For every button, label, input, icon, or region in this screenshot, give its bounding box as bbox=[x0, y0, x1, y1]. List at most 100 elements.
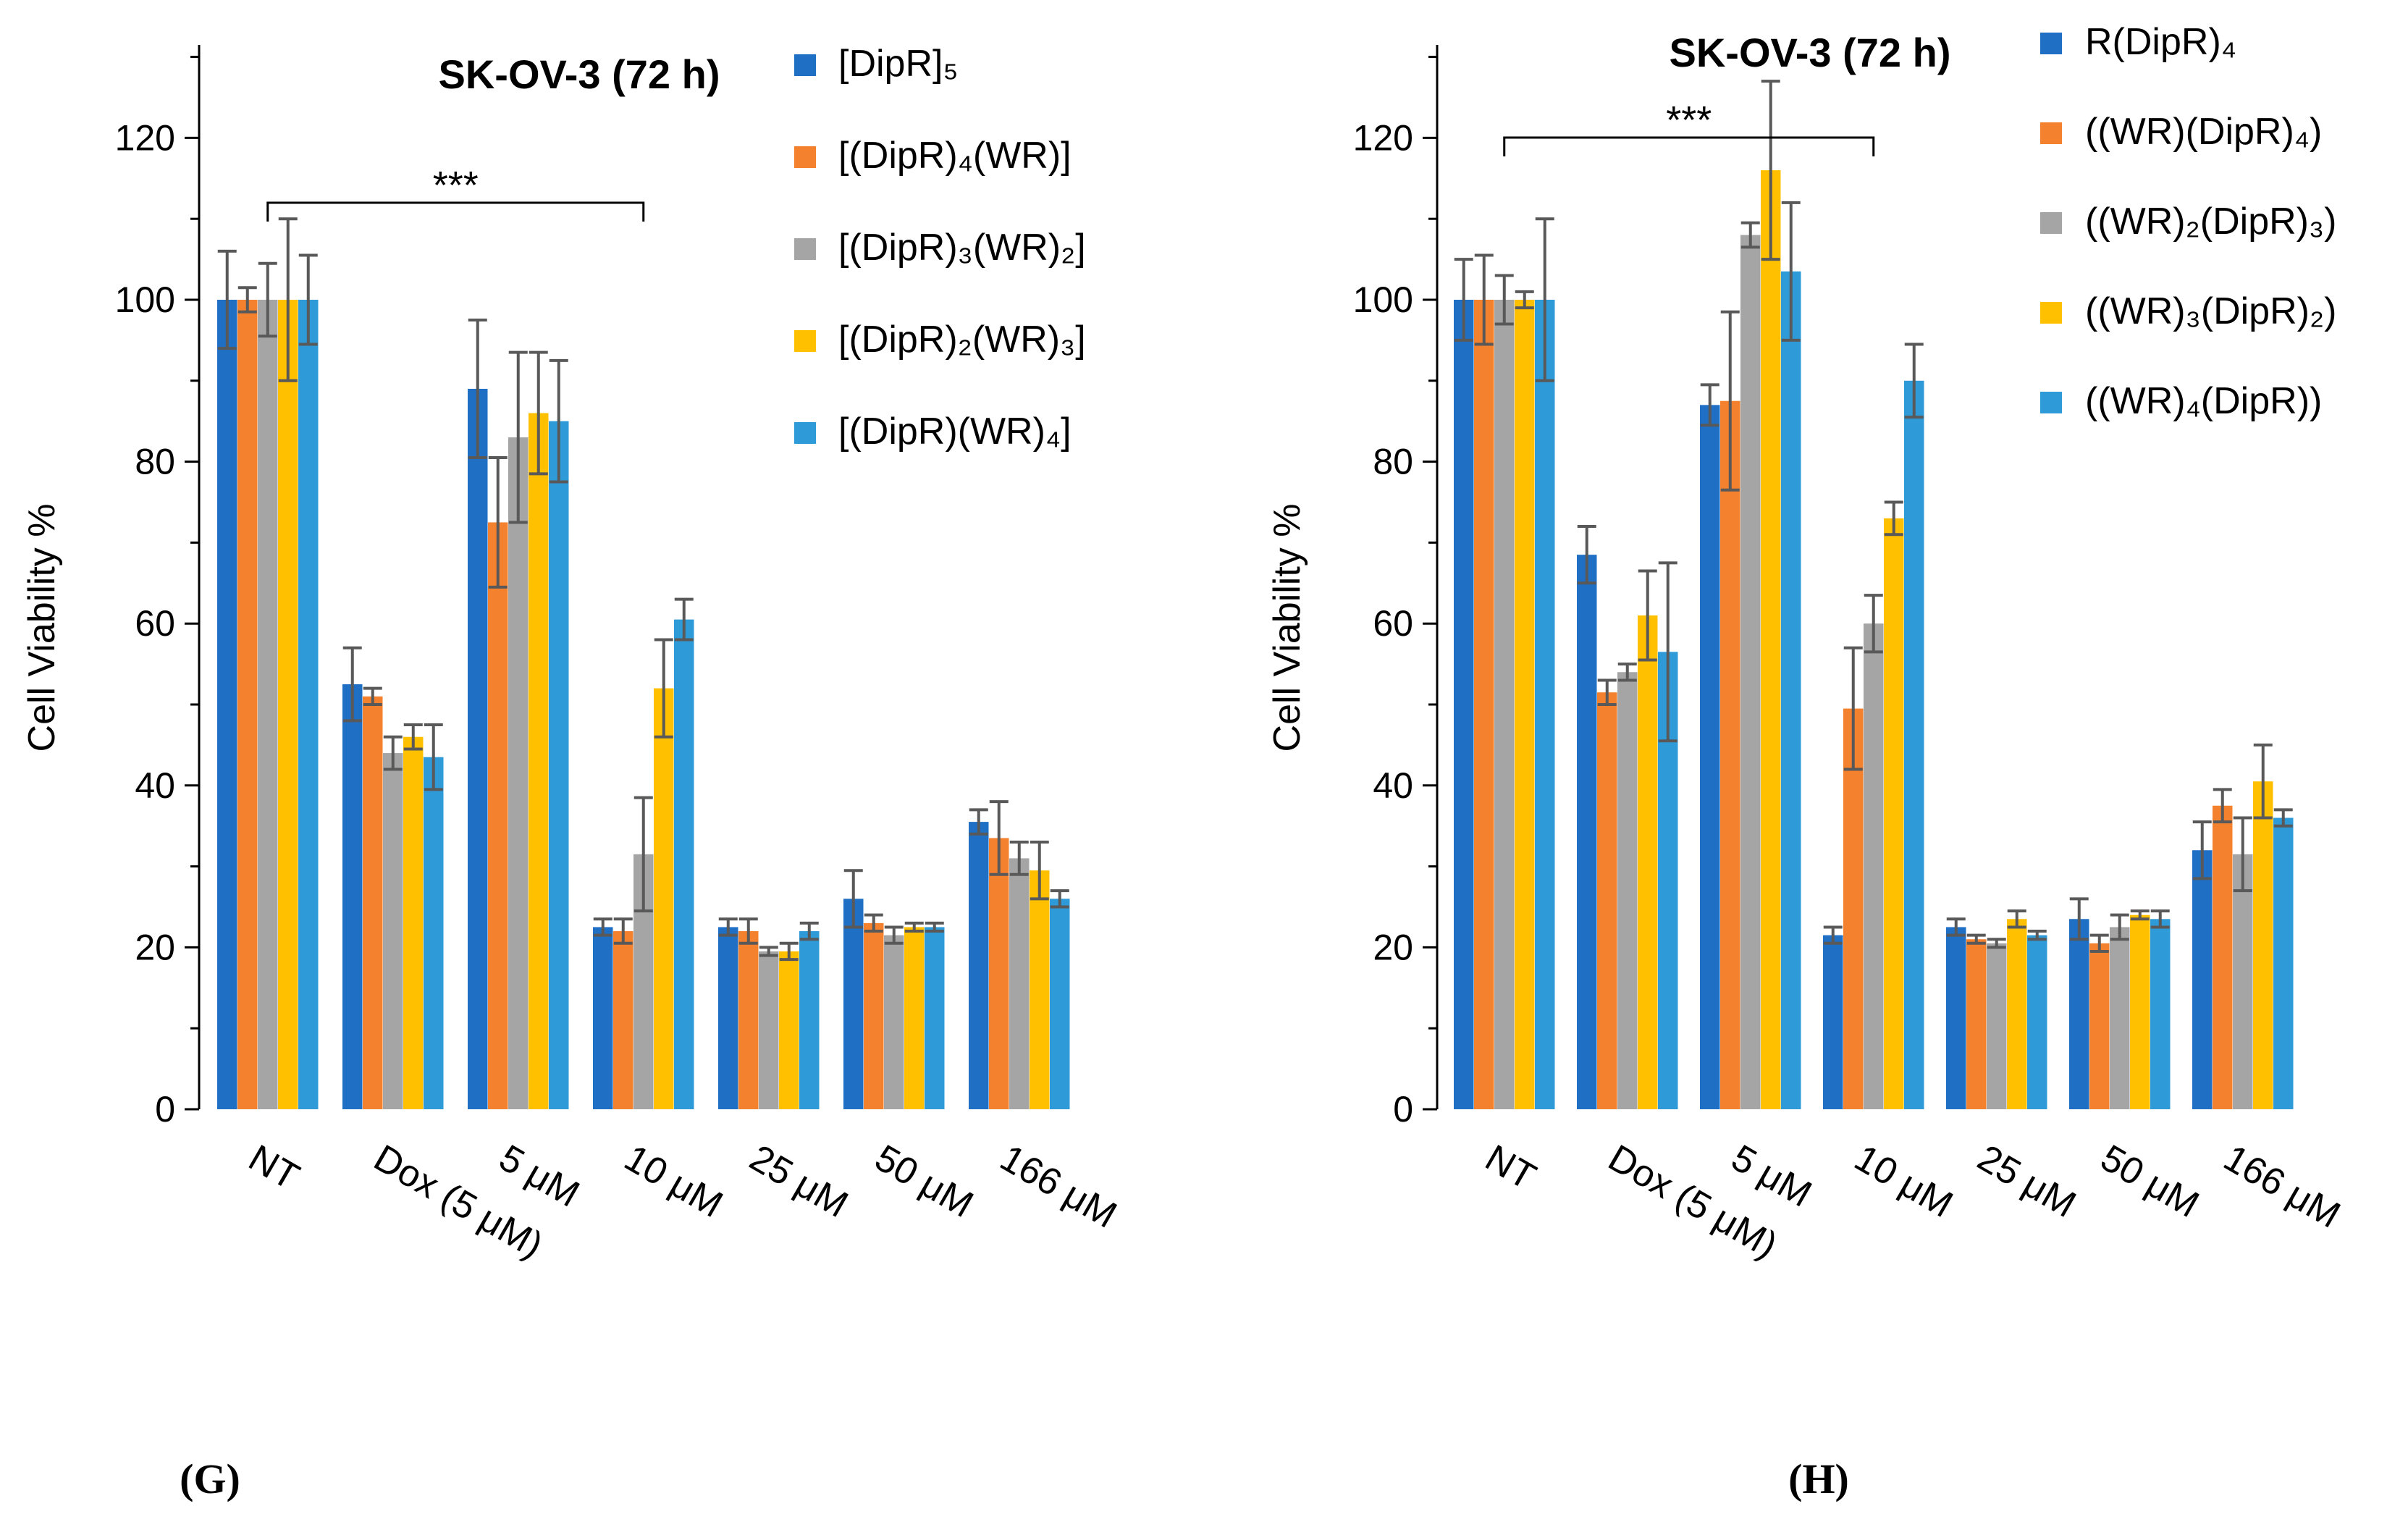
significance-bracket bbox=[1503, 136, 1875, 156]
bar bbox=[1577, 555, 1597, 1109]
legend-swatch bbox=[2040, 392, 2062, 413]
bar bbox=[718, 927, 738, 1109]
bar bbox=[2110, 927, 2130, 1109]
significance-label: *** bbox=[433, 164, 479, 207]
legend-label: [(DipR)₄(WR)] bbox=[838, 135, 1072, 177]
bar bbox=[383, 753, 403, 1109]
y-tick-label: 80 bbox=[135, 442, 175, 482]
bar bbox=[969, 822, 989, 1109]
bar bbox=[989, 838, 1009, 1109]
bar bbox=[2253, 781, 2273, 1109]
x-tick-label: 10 μM bbox=[618, 1137, 730, 1226]
bar bbox=[424, 757, 444, 1109]
bar bbox=[549, 421, 569, 1109]
legend-swatch bbox=[2040, 33, 2062, 54]
bar bbox=[1030, 870, 1050, 1109]
bar bbox=[468, 388, 488, 1109]
bar bbox=[1700, 405, 1720, 1109]
bar bbox=[1904, 380, 1924, 1109]
bar bbox=[2273, 817, 2294, 1109]
y-tick-label: 100 bbox=[115, 279, 175, 320]
y-tick-label: 20 bbox=[1373, 927, 1413, 967]
legend-label: [(DipR)₂(WR)₃] bbox=[838, 319, 1086, 361]
bar bbox=[1864, 623, 1884, 1109]
bar bbox=[1823, 935, 1843, 1109]
bar bbox=[1946, 927, 1966, 1109]
bar bbox=[779, 951, 799, 1109]
legend-label: [(DipR)₃(WR)₂] bbox=[838, 227, 1086, 269]
bar bbox=[258, 300, 278, 1109]
bar bbox=[799, 931, 820, 1109]
legend-label: [DipR]₅ bbox=[838, 43, 958, 85]
x-tick-label: 10 μM bbox=[1848, 1137, 1960, 1226]
y-tick-label: 120 bbox=[115, 117, 175, 158]
bar bbox=[1966, 939, 1987, 1109]
bar bbox=[2007, 919, 2027, 1109]
legend-swatch bbox=[794, 146, 816, 168]
bar bbox=[2089, 943, 2110, 1109]
bar bbox=[1740, 235, 1761, 1109]
y-tick-label: 60 bbox=[135, 603, 175, 644]
bar bbox=[2192, 850, 2213, 1109]
y-tick-label: 40 bbox=[135, 765, 175, 806]
legend-swatch bbox=[794, 422, 816, 444]
legend-label: ((WR)₃(DipR)₂) bbox=[2085, 290, 2336, 332]
bar bbox=[298, 300, 319, 1109]
y-tick-label: 0 bbox=[1393, 1089, 1413, 1130]
bar bbox=[674, 619, 694, 1109]
bar bbox=[363, 696, 383, 1109]
legend-swatch bbox=[2040, 302, 2062, 324]
legend-label: ((WR)₂(DipR)₃) bbox=[2085, 201, 2336, 243]
bar bbox=[488, 522, 508, 1109]
bar bbox=[1454, 300, 1474, 1109]
bar bbox=[2130, 914, 2150, 1109]
legend-swatch bbox=[2040, 212, 2062, 234]
bar bbox=[843, 899, 864, 1109]
bar bbox=[278, 300, 298, 1109]
x-tick-label: 25 μM bbox=[743, 1137, 855, 1226]
significance-label: *** bbox=[1666, 98, 1712, 142]
bar bbox=[925, 927, 945, 1109]
bar bbox=[1535, 300, 1555, 1109]
x-tick-label: 25 μM bbox=[1971, 1137, 2083, 1226]
y-tick-label: 80 bbox=[1373, 442, 1413, 482]
bar bbox=[1617, 672, 1638, 1109]
chart-title: SK-OV-3 (72 h) bbox=[439, 51, 720, 97]
x-tick-label: NT bbox=[1478, 1137, 1543, 1198]
bar bbox=[1638, 615, 1658, 1109]
bar bbox=[1720, 400, 1740, 1109]
bar bbox=[1761, 170, 1781, 1109]
bar bbox=[884, 935, 904, 1109]
bar bbox=[738, 931, 759, 1109]
bar bbox=[1843, 708, 1864, 1109]
bar bbox=[864, 922, 884, 1109]
bar bbox=[1781, 271, 1801, 1109]
legend-swatch bbox=[794, 54, 816, 76]
legend-swatch bbox=[794, 330, 816, 352]
panel-label: (G) bbox=[180, 1455, 240, 1502]
legend-swatch bbox=[2040, 122, 2062, 144]
bar bbox=[1009, 858, 1030, 1109]
bar bbox=[237, 300, 258, 1109]
bar bbox=[1597, 692, 1617, 1109]
bar bbox=[529, 413, 549, 1109]
panel-label: (H) bbox=[1788, 1455, 1849, 1502]
bar bbox=[1050, 899, 1070, 1109]
bar bbox=[613, 931, 633, 1109]
bar bbox=[1884, 518, 1904, 1109]
bar bbox=[593, 927, 613, 1109]
bar bbox=[1987, 943, 2007, 1109]
y-axis-label: Cell Viability % bbox=[21, 504, 63, 752]
legend-swatch bbox=[794, 238, 816, 260]
y-axis-label: Cell Viability % bbox=[1266, 504, 1308, 752]
x-tick-label: 166 μM bbox=[993, 1137, 1124, 1236]
legend-label: [(DipR)(WR)₄] bbox=[838, 411, 1072, 453]
bar bbox=[904, 927, 925, 1109]
x-tick-label: 50 μM bbox=[868, 1137, 980, 1226]
bar bbox=[403, 736, 424, 1109]
bar bbox=[1494, 300, 1515, 1109]
x-tick-label: 5 μM bbox=[492, 1137, 586, 1216]
x-tick-label: 50 μM bbox=[2094, 1137, 2206, 1226]
